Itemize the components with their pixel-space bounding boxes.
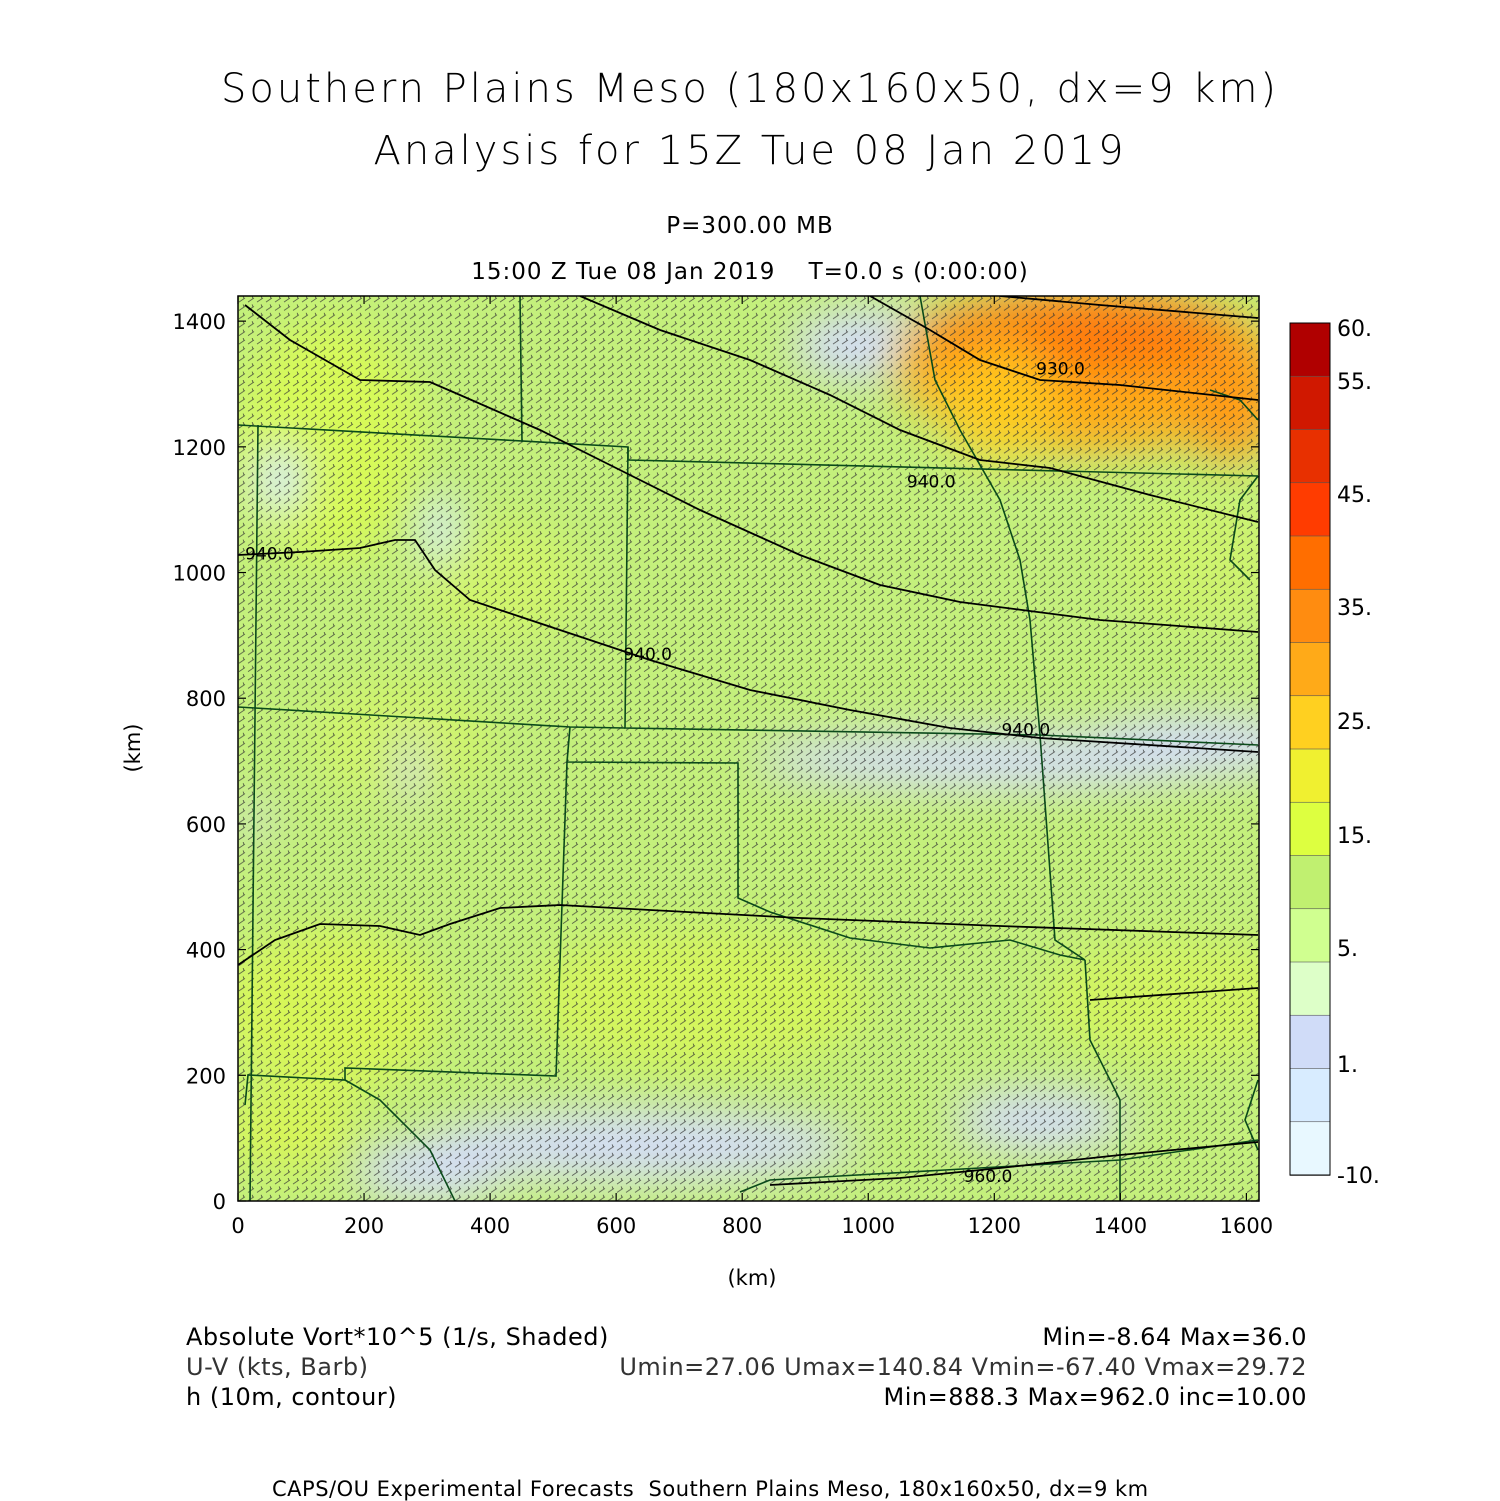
y-tick-label: 0: [213, 1190, 226, 1214]
legend-field2-name: U-V (kts, Barb): [186, 1353, 369, 1381]
colorbar-label: 45.: [1337, 483, 1372, 508]
colorbar-segment: [1289, 642, 1331, 697]
contour-labels: 940.0 940.0 940.0 940.0 930.0 960.0: [245, 359, 1085, 1187]
colorbar-segment: [1289, 748, 1331, 804]
colorbar-segment: [1289, 375, 1331, 431]
x-tick-label: 1400: [1094, 1214, 1147, 1238]
y-tick-label: 1400: [173, 310, 226, 334]
y-axis-label: (km): [121, 723, 145, 772]
footer-credit: CAPS/OU Experimental Forecasts Southern …: [272, 1477, 1149, 1501]
colorbar-segment: [1289, 961, 1331, 1017]
colorbar-label: 1.: [1337, 1053, 1358, 1078]
colorbar-segment: [1289, 588, 1331, 644]
x-tick-label: 800: [722, 1214, 762, 1238]
y-tick-label: 800: [186, 687, 226, 711]
vorticity-shading: [238, 296, 1259, 1201]
x-tick-label: 1600: [1220, 1214, 1273, 1238]
x-tick-label: 1000: [842, 1214, 895, 1238]
x-tick-label: 200: [344, 1214, 384, 1238]
contour-label: 940.0: [907, 472, 956, 492]
x-tick-label: 600: [596, 1214, 636, 1238]
colorbar-segment: [1289, 908, 1331, 963]
x-axis-label: (km): [727, 1266, 776, 1290]
colorbar-labels: 60. 55. 45. 35. 25. 15. 5. 1. -10.: [1337, 317, 1380, 1189]
y-tick-label: 1000: [173, 562, 226, 586]
x-tick-label: 0: [231, 1214, 244, 1238]
colorbar-label: 25.: [1337, 710, 1372, 735]
contour-label: 940.0: [245, 545, 294, 565]
legend-field2-stats: Umin=27.06 Umax=140.84 Vmin=-67.40 Vmax=…: [619, 1353, 1307, 1381]
y-tick-label: 600: [186, 813, 226, 837]
colorbar-label: 60.: [1337, 317, 1372, 342]
colorbar-label: -10.: [1337, 1164, 1380, 1189]
height-contours: [238, 296, 1259, 1186]
contour-label: 940.0: [623, 645, 672, 665]
colorbar-segment: [1289, 482, 1331, 537]
colorbar-segment: [1289, 1121, 1331, 1176]
chart-title-line2: Analysis for 15Z Tue 08 Jan 2019: [373, 128, 1127, 174]
valid-time: 15:00 Z Tue 08 Jan 2019 T=0.0 s (0:00:00…: [471, 259, 1029, 285]
legend-field3-name: h (10m, contour): [186, 1383, 398, 1411]
contour-label: 930.0: [1036, 359, 1085, 379]
legend-field3-stats: Min=888.3 Max=962.0 inc=10.00: [883, 1383, 1307, 1411]
colorbar: [1289, 322, 1331, 1176]
chart-title-line1: Southern Plains Meso (180x160x50, dx=9 k…: [220, 66, 1280, 112]
colorbar-segment: [1289, 429, 1331, 484]
colorbar-segment: [1289, 1014, 1331, 1070]
y-tick-label: 200: [186, 1064, 226, 1088]
colorbar-segment: [1289, 322, 1331, 378]
colorbar-segment: [1289, 535, 1331, 591]
legend-field1-name: Absolute Vort*10^5 (1/s, Shaded): [186, 1323, 609, 1351]
x-tick-label: 1200: [968, 1214, 1021, 1238]
contour-label: 940.0: [1001, 721, 1050, 741]
y-axis: 0 200 400 600 800 1000 1200 1400: [173, 310, 1259, 1214]
colorbar-label: 55.: [1337, 370, 1372, 395]
colorbar-label: 5.: [1337, 937, 1358, 962]
colorbar-label: 15.: [1337, 824, 1372, 849]
colorbar-segment: [1289, 695, 1331, 750]
colorbar-segment: [1289, 1068, 1331, 1123]
y-tick-label: 1200: [173, 436, 226, 460]
colorbar-segment: [1289, 855, 1331, 910]
plot-frame: [237, 295, 1260, 1202]
colorbar-frame: [1289, 322, 1331, 1176]
pressure-level: P=300.00 MB: [666, 213, 834, 239]
legend-field1-stats: Min=-8.64 Max=36.0: [1042, 1323, 1307, 1351]
x-tick-label: 400: [470, 1214, 510, 1238]
colorbar-label: 35.: [1337, 596, 1372, 621]
y-tick-label: 400: [186, 939, 226, 963]
colorbar-segment: [1289, 801, 1331, 857]
contour-label: 960.0: [964, 1167, 1013, 1187]
x-axis: 0 200 400 600 800 1000 1200 1400 1600: [231, 296, 1273, 1238]
